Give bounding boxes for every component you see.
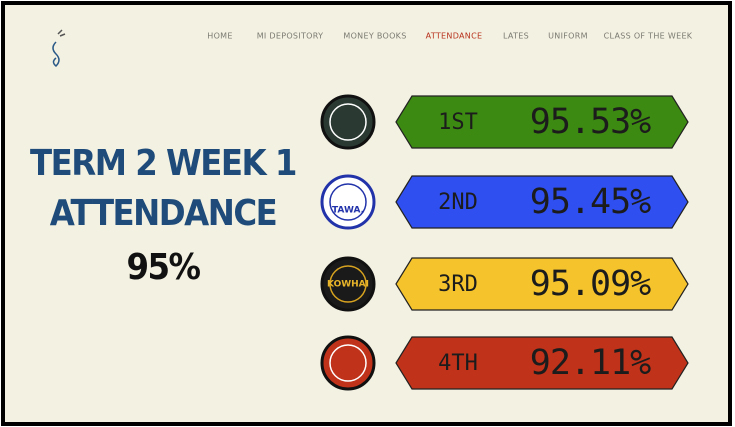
team-badge-inner (329, 183, 367, 221)
rank-banner (395, 257, 689, 311)
percent: 95.53% (530, 102, 651, 142)
rank-banner (395, 175, 689, 229)
team-badge-text: KOWHAI (327, 280, 369, 290)
nav-link[interactable]: HOME (207, 32, 232, 41)
rank: 1ST (438, 110, 478, 135)
rank: 3RD (438, 272, 478, 297)
heading-line1: TERM 2 WEEK 1 (30, 143, 296, 184)
nav-link[interactable]: UNIFORM (548, 32, 588, 41)
percent: 95.09% (530, 264, 651, 304)
team-badge-inner (329, 265, 367, 303)
rank: 4TH (438, 351, 478, 376)
team-badge-text: TAWA. (332, 206, 364, 216)
rank: 2ND (438, 190, 478, 215)
percent: 92.11% (530, 343, 651, 383)
rank-banner (395, 95, 689, 149)
nav-link[interactable]: LATES (503, 32, 529, 41)
nav-link[interactable]: MI DEPOSITORY (257, 32, 324, 41)
site-logo (52, 29, 66, 68)
heading-total: 95% (126, 247, 200, 288)
team-badge-inner (329, 344, 367, 382)
nav-link[interactable]: CLASS OF THE WEEK (604, 32, 693, 41)
percent: 95.45% (530, 182, 651, 222)
nav-link[interactable]: ATTENDANCE (426, 32, 483, 41)
heading-line2: ATTENDANCE (50, 193, 277, 234)
team-badge-inner (329, 103, 367, 141)
nav-link[interactable]: MONEY BOOKS (343, 32, 406, 41)
rank-banner (395, 336, 689, 390)
